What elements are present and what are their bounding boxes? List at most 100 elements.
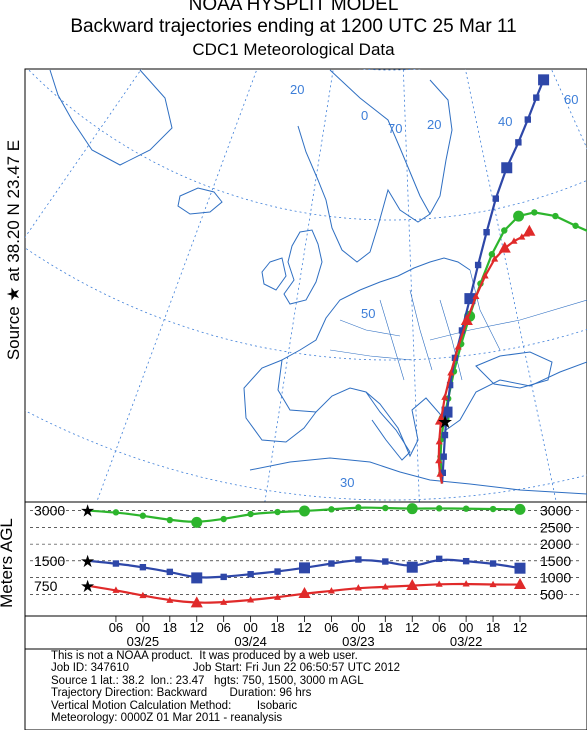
trajectory-point xyxy=(247,596,255,603)
trajectory-point xyxy=(247,571,254,578)
date-label: 03/25 xyxy=(127,634,160,649)
europe-mainland-coast xyxy=(277,289,587,458)
source-star-icon: ★ xyxy=(80,552,95,571)
trajectory-point xyxy=(299,562,310,574)
right-height-label: 3000 xyxy=(540,503,571,519)
trajectory-point xyxy=(299,505,310,517)
trajectory-point xyxy=(440,453,447,460)
trajectory-point xyxy=(166,568,174,576)
time-tick-label: 18 xyxy=(270,620,284,635)
trajectory-point xyxy=(460,313,473,325)
time-tick-label: 18 xyxy=(163,620,177,635)
trajectory-point xyxy=(441,406,453,418)
trajectory-point xyxy=(552,212,559,220)
coastlines xyxy=(49,69,587,495)
trajectory-point xyxy=(435,555,443,563)
trajectory-point xyxy=(274,568,281,575)
grid-label: 30 xyxy=(340,475,354,490)
time-tick-label: 12 xyxy=(513,620,527,635)
trajectory-point xyxy=(139,591,147,599)
info-box-frame xyxy=(24,648,587,730)
map-layer: 20 0 70 20 40 60 50 30 ★ xyxy=(25,69,587,502)
trajectory-point xyxy=(462,580,470,587)
trajectory-point xyxy=(515,139,522,146)
time-tick-label: 06 xyxy=(432,620,446,635)
trajectory-point xyxy=(435,437,443,445)
grid-label: 60 xyxy=(564,92,578,107)
trajectory-point xyxy=(518,233,526,240)
trajectory-point xyxy=(491,255,499,262)
trajectory-point xyxy=(406,503,418,515)
trajectory-point xyxy=(435,580,443,587)
source-star-icon: ★ xyxy=(437,412,453,432)
trajectory-point xyxy=(406,561,418,573)
trajectory-point xyxy=(462,557,470,565)
iberia-coast xyxy=(243,359,317,443)
trajectory-point xyxy=(139,512,147,519)
source-star-icon: ★ xyxy=(80,577,95,596)
trajectory-point xyxy=(447,369,455,376)
country-borders xyxy=(329,269,587,381)
trajectory-point xyxy=(498,241,511,253)
trajectory-point xyxy=(483,229,490,236)
source-star-icon: ★ xyxy=(80,502,95,521)
trajectory-point xyxy=(382,504,389,512)
trajectory-title: Backward trajectories ending at 1200 UTC… xyxy=(70,16,517,37)
time-tick-label: 00 xyxy=(459,620,473,635)
trajectory-point xyxy=(441,431,449,439)
time-tick-label: 00 xyxy=(136,620,150,635)
trajectory-point xyxy=(354,584,362,591)
vertical-motion-text: Vertical Motion Calculation Method: Isob… xyxy=(51,699,298,712)
trajectory-point xyxy=(327,587,335,594)
latitude-gridlines xyxy=(25,69,587,501)
trajectory-point xyxy=(501,227,508,234)
grid-label: 50 xyxy=(361,306,375,321)
trajectory-point xyxy=(274,508,281,516)
scandinavia-coast xyxy=(297,69,431,263)
finland-coast xyxy=(429,79,453,215)
job-text: Job ID: 347610 Job Start: Fri Jun 22 06:… xyxy=(51,662,401,675)
left-height-label: 3000 xyxy=(34,503,65,519)
trajectory-point xyxy=(247,510,254,518)
source-text: Source 1 lat.: 38.2 lon.: 23.47 hgts: 75… xyxy=(51,674,364,687)
trajectory-point xyxy=(382,558,389,565)
trajectory-point xyxy=(472,292,480,300)
left-height-labels: 3000 1500 750 xyxy=(34,503,65,594)
map-trajectories xyxy=(434,74,587,484)
map-frame xyxy=(24,68,587,503)
trajectory-point xyxy=(220,515,227,523)
trajectory-point xyxy=(355,504,362,511)
info-box: This is not a NOAA product. It was produ… xyxy=(51,650,571,724)
trajectory-point xyxy=(523,224,536,236)
meteorology-title: CDC1 Meteorological Data xyxy=(192,40,395,59)
meteorology-text: Meteorology: 0000Z 01 Mar 2011 - reanaly… xyxy=(51,712,283,725)
trajectory-point xyxy=(458,327,466,334)
trajectory-point xyxy=(489,580,497,588)
grid-label: 20 xyxy=(427,117,441,132)
time-tick-label: 06 xyxy=(216,620,230,635)
greenland-coast xyxy=(49,69,173,166)
ireland-coast xyxy=(261,257,287,291)
trajectory-point xyxy=(462,505,470,512)
right-height-label: 1500 xyxy=(540,553,571,569)
time-tick-label: 12 xyxy=(405,620,419,635)
trajectory-point xyxy=(112,560,120,567)
direction-text: Trajectory Direction: Backward Duration:… xyxy=(51,687,312,700)
trajectory-point xyxy=(514,562,526,574)
italy-coast xyxy=(365,391,411,461)
time-tick-label: 18 xyxy=(378,620,392,635)
right-height-label: 500 xyxy=(540,586,564,602)
trajectory-point xyxy=(513,577,527,589)
trajectory-point xyxy=(435,505,443,512)
trajectory-point xyxy=(190,596,203,608)
trajectory-point xyxy=(435,456,443,464)
trajectory-point xyxy=(381,583,389,590)
trajectory-point xyxy=(220,573,227,581)
trajectory-point xyxy=(510,237,518,244)
trajectory-point xyxy=(538,74,550,86)
black-sea-coast xyxy=(475,351,553,389)
british-isles-coast xyxy=(283,229,323,305)
trajectory-point xyxy=(533,94,540,101)
height-trajectories xyxy=(88,503,527,608)
time-tick-label: 06 xyxy=(324,620,338,635)
